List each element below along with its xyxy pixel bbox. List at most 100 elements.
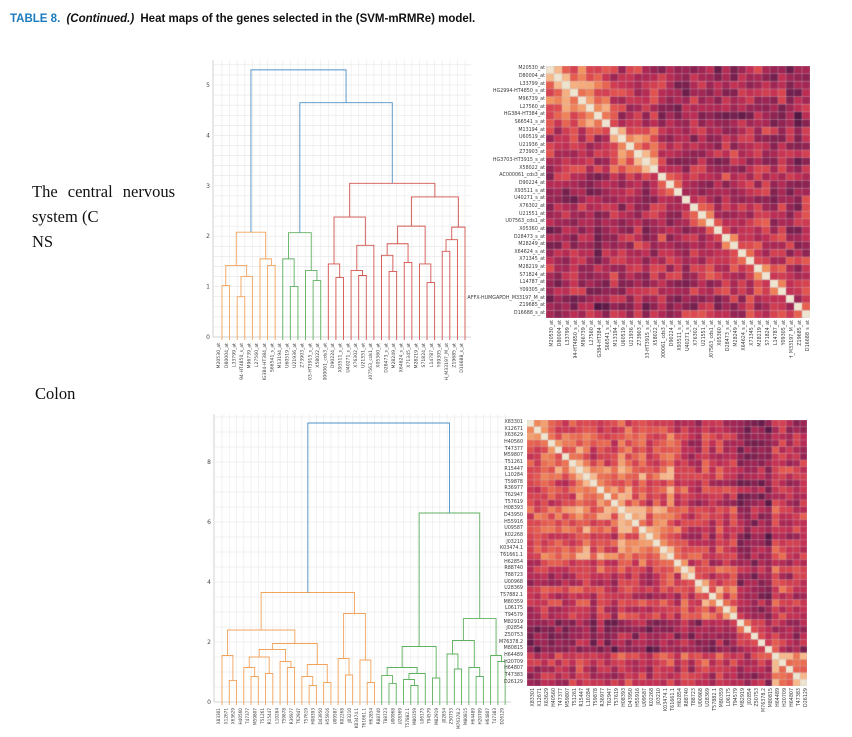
heatmap-row-label: T57619 [504,499,523,505]
heatmap-col-label: L10284 [586,688,592,706]
heatmap-row-label: X83301 [504,419,523,425]
svg-text:H64489: H64489 [470,708,475,725]
svg-text:X76302_at: X76302_at [353,343,359,368]
svg-text:5: 5 [206,82,210,89]
heatmap-col-label: Z19685_at [798,320,804,346]
svg-text:D80004_at: D80004_at [224,343,230,368]
heatmap-row-label: T61661.1 [500,553,523,559]
heatmap-row-label: AC000061_cds3_at [499,173,545,179]
heatmap-row-label: X05360_at [519,226,545,232]
heatmap-row-label: X71345_at [519,257,545,263]
heatmap-col-label: D16688_s_at [806,320,810,352]
heatmap-col-label: T51261 [572,688,578,707]
svg-text:D28473_s_at: D28473_s_at [383,343,389,373]
heatmap-col-label: S66541_s_at [606,320,612,351]
svg-text:X58022_at: X58022_at [315,343,321,368]
heatmap-row-label: L33799_at [519,81,545,87]
svg-text:Y09305_at: Y09305_at [436,343,442,369]
svg-text:R88740: R88740 [376,708,381,725]
svg-text:X83301: X83301 [216,708,221,725]
heatmap-row-label: AFFX-HUMGAPDH_M33197_M_at [467,295,545,301]
heatmap-row-label: HG2994-HT4850_s_at [492,89,545,95]
heatmap-col-label: J02854 [747,688,753,705]
dendrogram-cns: 0 1 2 3 4 5 M20530_at D80004_at L33799_at HG2994-… [206,60,472,380]
svg-text:T51261: T51261 [260,708,265,725]
heatmap-col-label: L33799_at [566,320,572,346]
heatmap-row-label: Z50753 [504,632,523,638]
heatmap-col-label: X64624_s_at [742,320,748,351]
svg-text:Z73903_at: Z73903_at [300,343,306,368]
heatmap-col-label: T88723 [691,688,697,707]
heatmap-row-label: J03210 [506,539,523,545]
heatmap-col-label: X93511_s_at [678,320,684,351]
heatmap-col-label: M80359 [719,688,725,708]
svg-text:T61661.1: T61661.1 [361,708,366,729]
heatmap-col-label: U28369 [705,688,711,707]
svg-text:T94579: T94579 [427,708,432,725]
heatmap-col-label: M59807 [565,688,571,708]
heatmap-col-label: H40560 [551,688,557,707]
svg-text:HG3703-HT3915_s_at: HG3703-HT3915_s_at [307,343,313,380]
heatmap-col-label: T59878 [593,688,599,707]
heatmap-col-label: R15447 [579,688,585,707]
heatmap-row-label: D26129 [504,679,523,685]
svg-text:T59878: T59878 [282,708,287,725]
svg-text:M82919: M82919 [434,708,439,725]
svg-text:X12671: X12671 [223,708,228,725]
heatmap-col-label: U21936_at [630,320,636,346]
svg-text:M28249_at: M28249_at [391,343,397,369]
heatmap-row-label: D16688_s_at [513,310,545,316]
heatmap-row-label: X63629 [504,433,523,439]
heatmap-col-label: R88740 [684,688,690,707]
heatmap-col-label: L14787_at [774,320,780,346]
heatmap-row-label: U60519_at [519,135,545,141]
heatmap-col-label: M96739_at [582,320,588,347]
heatmap-row-label: X64624_s_at [514,249,545,255]
heatmap-col-label: K03474.1 [663,688,669,711]
heatmap-row-label: U00968 [504,579,523,585]
svg-text:X93511_s_at: X93511_s_at [338,343,344,373]
heatmap-col-label: HG2994-HT4850_s_at [574,320,580,358]
heatmap-row-label: T94579 [504,612,523,618]
svg-text:AC000061_cds3_at: AC000061_cds3_at [323,343,329,380]
heatmap-col-label: J03210 [656,688,662,705]
heatmap-row-label: T47383 [504,672,523,678]
heatmap-col-label: D28473_s_at [726,320,732,352]
svg-text:U40271_s_at: U40271_s_at [345,343,351,373]
heatmap-col-label: T47383 [796,688,802,707]
heatmap-col-label: M82919 [740,688,746,708]
heatmap-row-label: X12671 [504,426,523,432]
heatmap-colon [527,420,807,686]
svg-text:L06175: L06175 [419,708,424,724]
row-label-cns: The central nervous system (C NS [32,180,196,254]
svg-text:6: 6 [207,519,211,526]
svg-text:U21936_at: U21936_at [292,343,298,368]
svg-text:L33799_at: L33799_at [231,343,237,367]
svg-text:X05360_at: X05360_at [376,343,382,368]
svg-text:T57619: T57619 [303,708,308,725]
heatmap-col-label: U21551_at [702,320,708,346]
svg-text:K02268: K02268 [340,708,345,724]
heatmap-col-label: U40271_s_at [686,320,692,351]
svg-text:3: 3 [206,183,210,190]
svg-text:T47377: T47377 [245,708,250,725]
heatmap-row-label: D80004_at [518,74,545,80]
heatmap-row-label: L14787_at [519,280,545,286]
heatmap-cns-col-labels: M20530_at D80004_at L33799_at HG2994-HT4850… [546,320,810,358]
heatmap-row-label: T51261 [504,459,523,465]
heatmap-col-label: S71824_at [766,320,772,346]
heatmap-row-label: T47377 [504,446,523,452]
heatmap-col-label: T62947 [607,688,613,707]
table-caption-continued: (Continued.) [66,13,135,25]
heatmap-col-label: K02268 [649,688,655,707]
svg-text:M80359: M80359 [412,708,417,725]
svg-text:4: 4 [207,579,211,586]
heatmap-row-label: H20709 [504,659,523,665]
row-label-colon: Colon [35,382,75,407]
heatmap-row-label: D43950 [504,513,523,519]
heatmap-row-label: H40560 [504,439,523,445]
heatmap-row-label: M96739_at [518,96,545,102]
heatmap-col-label: M80815 [768,688,774,708]
svg-text:M13194_at: M13194_at [277,343,283,369]
heatmap-row-label: U09587 [504,526,523,532]
